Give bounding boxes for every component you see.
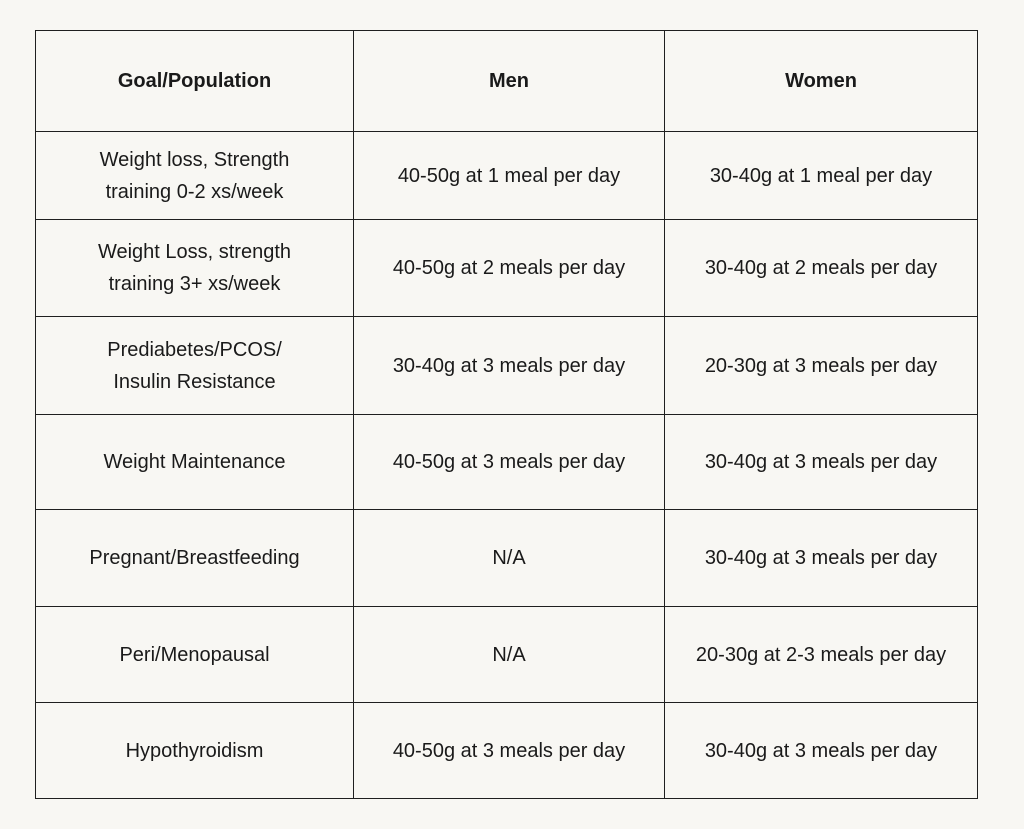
table-row: Pregnant/Breastfeeding N/A 30-40g at 3 m… [35,509,978,607]
goal-cell: Peri/Menopausal [35,606,354,703]
goal-line: Weight loss, Strength [99,148,290,171]
goal-cell: Pregnant/Breastfeeding [35,509,354,607]
women-cell: 30-40g at 3 meals per day [664,509,978,607]
table-header-row: Goal/Population Men Women [35,30,978,132]
table-row: Prediabetes/PCOS/ Insulin Resistance 30-… [35,316,978,415]
women-cell: 30-40g at 3 meals per day [664,702,978,799]
women-cell: 20-30g at 3 meals per day [664,316,978,415]
goal-line: Weight Loss, strength [97,241,292,263]
table-row: Weight Maintenance 40-50g at 3 meals per… [35,414,978,510]
women-cell: 20-30g at 2-3 meals per day [664,606,978,703]
goal-cell: Hypothyroidism [35,702,354,799]
goal-cell: Prediabetes/PCOS/ Insulin Resistance [35,316,354,415]
men-cell: 40-50g at 3 meals per day [353,702,665,799]
goal-cell: Weight Maintenance [35,414,354,510]
goal-line: Insulin Resistance [113,370,276,393]
goal-line: Prediabetes/PCOS/ [107,338,282,361]
men-cell: 40-50g at 2 meals per day [353,219,665,317]
protein-recommendations-table: Goal/Population Men Women Weight loss, S… [35,30,978,799]
goal-line: training 3+ xs/week [108,273,281,295]
table-row: Weight loss, Strength training 0-2 xs/we… [35,131,978,220]
men-cell: N/A [353,509,665,607]
header-women: Women [664,30,978,132]
goal-cell: Weight loss, Strength training 0-2 xs/we… [35,131,354,220]
table-row: Hypothyroidism 40-50g at 3 meals per day… [35,702,978,799]
goal-line: training 0-2 xs/week [105,180,284,203]
header-men: Men [353,30,665,132]
women-cell: 30-40g at 2 meals per day [664,219,978,317]
men-cell: N/A [353,606,665,703]
table-row: Weight Loss, strength training 3+ xs/wee… [35,219,978,317]
women-cell: 30-40g at 1 meal per day [664,131,978,220]
table-row: Peri/Menopausal N/A 20-30g at 2-3 meals … [35,606,978,703]
header-goal-population: Goal/Population [35,30,354,132]
men-cell: 30-40g at 3 meals per day [353,316,665,415]
men-cell: 40-50g at 3 meals per day [353,414,665,510]
goal-cell: Weight Loss, strength training 3+ xs/wee… [35,219,354,317]
women-cell: 30-40g at 3 meals per day [664,414,978,510]
men-cell: 40-50g at 1 meal per day [353,131,665,220]
